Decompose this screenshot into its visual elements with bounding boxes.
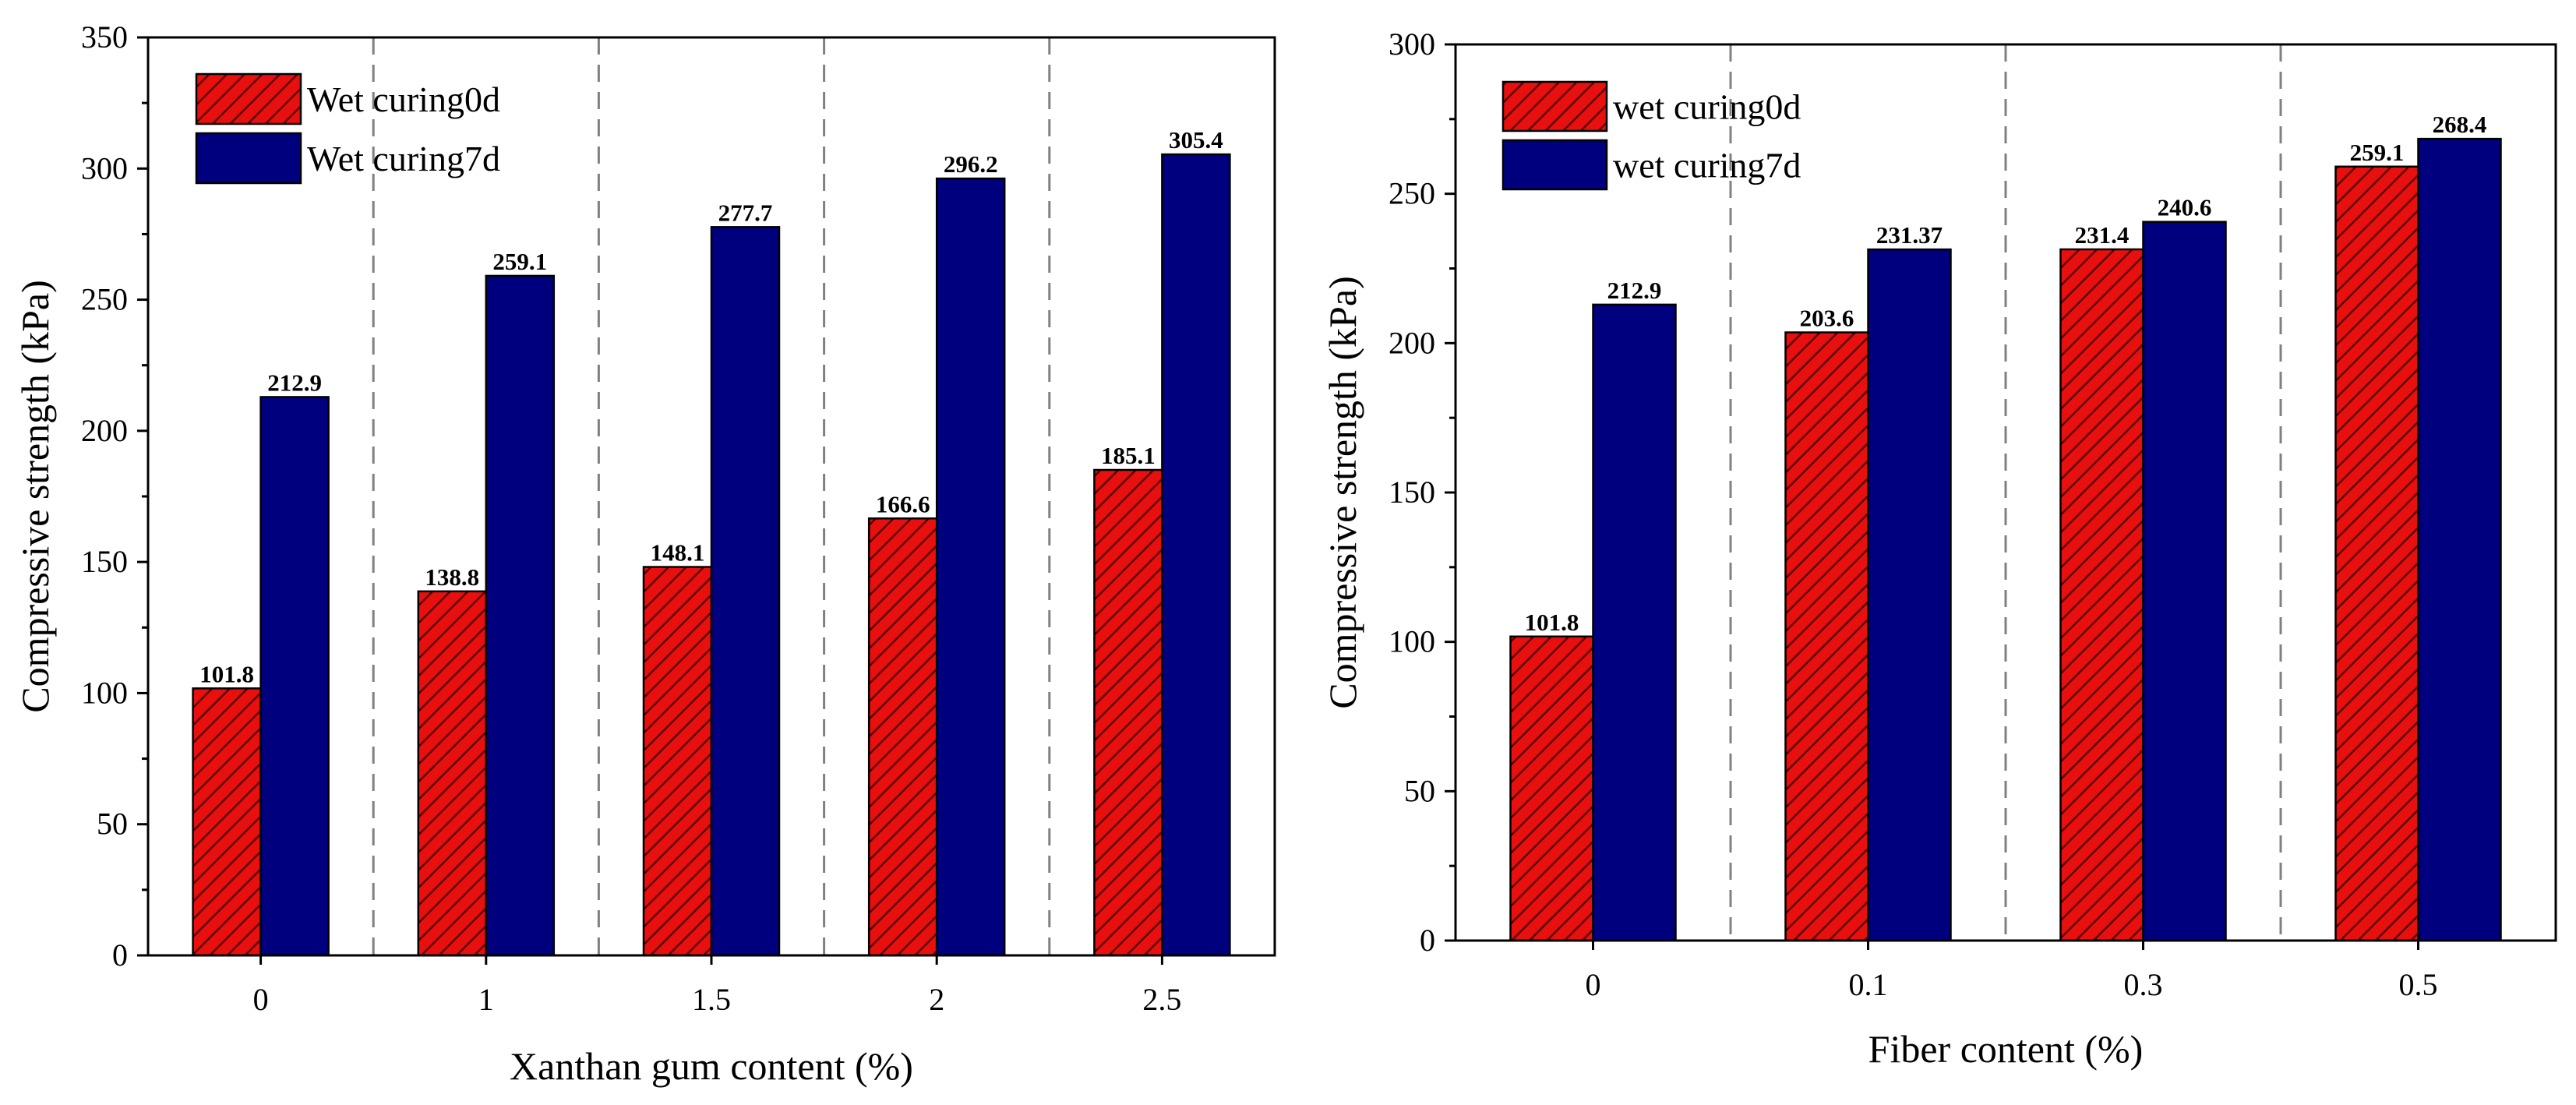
xanthan-data-label-s1-1.5: 277.7 [718,199,773,226]
fiber-y-tick-label-150: 150 [1389,475,1435,510]
fiber-y-tick-label-100: 100 [1389,624,1435,659]
xanthan-data-label-s1-2: 296.2 [944,150,998,178]
fiber-bar-s1-0 [1592,303,1677,942]
fiber-bar-s0-0 [1509,635,1594,942]
xanthan-y-tick-label-150: 150 [81,544,128,579]
fiber-y-tick-label-0: 0 [1420,923,1435,958]
xanthan-y-tick-label-50: 50 [97,807,128,842]
xanthan-data-label-s0-1.5: 148.1 [651,539,705,567]
xanthan-data-label-s0-2: 166.6 [876,490,930,517]
xanthan-x-tick-label-0: 0 [253,982,269,1017]
xanthan-legend-swatch-1 [195,132,302,185]
fiber-chart: 101.8 212.9 203.6 231.37 231.4 240.6 259.1 268.… [1321,26,2557,1071]
fiber-x-tick-label-0: 0 [1586,967,1601,1002]
xanthan-x-axis-title: Xanthan gum content (%) [510,1044,913,1088]
xanthan-bar-s0-1 [417,590,488,957]
fiber-legend-label-1: wet curing7d [1613,146,1801,185]
xanthan-data-label-s1-1: 259.1 [492,248,547,275]
xanthan-bar-s1-2.5 [1161,153,1231,957]
fiber-data-label-s0-0: 101.8 [1525,609,1579,636]
xanthan-y-tick-label-350: 350 [81,19,128,55]
xanthan-x-tick-label-1.5: 1.5 [692,982,731,1017]
xanthan-y-tick-label-300: 300 [81,150,128,185]
fiber-bar-s0-0.3 [2059,248,2144,942]
fiber-x-tick-label-0.1: 0.1 [1849,967,1888,1002]
xanthan-bar-s0-1.5 [642,566,713,957]
fiber-legend-swatch-1 [1501,139,1608,191]
xanthan-x-axis: 0 1 1.5 2 2.5 [253,955,1181,1017]
fiber-bar-s1-0.3 [2142,221,2227,942]
fiber-y-tick-label-50: 50 [1404,773,1435,808]
xanthan-y-tick-label-200: 200 [81,413,128,448]
xanthan-y-axis: 0 50 100 150 200 250 300 350 [81,19,148,973]
fiber-legend-label-0: wet curing0d [1613,87,1801,127]
fiber-legend-swatch-0 [1501,80,1608,132]
fiber-y-axis-title: Compressive strength (kPa) [1321,276,1364,708]
xanthan-bar-s0-0 [192,687,262,957]
xanthan-legend-swatch-0 [195,72,302,125]
xanthan-gum-chart: 101.8 212.9 138.8 259.1 148.1 277.7 166.6 296.2… [13,19,1276,1088]
fiber-x-tick-label-0.5: 0.5 [2399,967,2438,1002]
xanthan-legend: Wet curing0d Wet curing7d [195,72,500,185]
xanthan-x-tick-label-2.5: 2.5 [1142,982,1181,1017]
fiber-data-label-s0-0.1: 203.6 [1800,305,1854,332]
xanthan-data-label-s1-0: 212.9 [267,369,322,396]
xanthan-x-tick-label-1: 1 [478,982,494,1017]
xanthan-bar-s0-2.5 [1093,468,1163,957]
xanthan-y-tick-label-0: 0 [112,937,128,973]
xanthan-bar-s1-1.5 [710,226,781,957]
fiber-data-label-s1-0.5: 268.4 [2433,111,2487,138]
fiber-data-label-s1-0.3: 240.6 [2158,194,2212,221]
fiber-y-axis: 0 50 100 150 200 250 300 [1389,26,1456,958]
fiber-bar-s0-0.1 [1784,331,1869,942]
xanthan-y-tick-label-250: 250 [81,282,128,317]
fiber-x-tick-label-0.3: 0.3 [2124,967,2163,1002]
xanthan-y-tick-label-100: 100 [81,675,128,710]
fiber-y-tick-label-200: 200 [1389,325,1435,360]
fiber-data-label-s0-0.5: 259.1 [2350,139,2405,166]
fiber-bar-s0-0.5 [2334,165,2419,942]
fiber-y-tick-label-250: 250 [1389,176,1435,211]
fiber-bar-s1-0.1 [1867,248,1952,942]
xanthan-legend-label-0: Wet curing0d [307,79,500,119]
fiber-data-label-s0-0.3: 231.4 [2075,221,2130,249]
xanthan-data-label-s0-2.5: 185.1 [1101,442,1156,469]
fiber-y-tick-label-300: 300 [1389,26,1435,62]
xanthan-data-label-s0-1: 138.8 [425,563,479,591]
fiber-x-axis: 0 0.1 0.3 0.5 [1586,941,2438,1002]
xanthan-bar-s1-2 [935,177,1006,957]
fiber-legend: wet curing0d wet curing7d [1501,80,1801,191]
xanthan-x-tick-label-2: 2 [929,982,944,1017]
fiber-bar-s1-0.5 [2417,137,2502,942]
xanthan-data-label-s1-2.5: 305.4 [1169,126,1223,154]
xanthan-gum-bars: 101.8 212.9 138.8 259.1 148.1 277.7 166.6 296.2… [192,37,1231,957]
xanthan-data-label-s0-0: 101.8 [199,660,254,687]
fiber-x-axis-title: Fiber content (%) [1868,1027,2144,1071]
xanthan-bar-s1-0 [259,396,330,957]
xanthan-legend-label-1: Wet curing7d [307,139,500,178]
fiber-data-label-s1-0: 212.9 [1607,277,1662,304]
fiber-data-label-s1-0.1: 231.37 [1876,221,1943,249]
xanthan-bar-s1-1 [485,274,556,957]
xanthan-bar-s0-2 [867,517,938,957]
xanthan-y-axis-title: Compressive strength (kPa) [13,280,57,712]
